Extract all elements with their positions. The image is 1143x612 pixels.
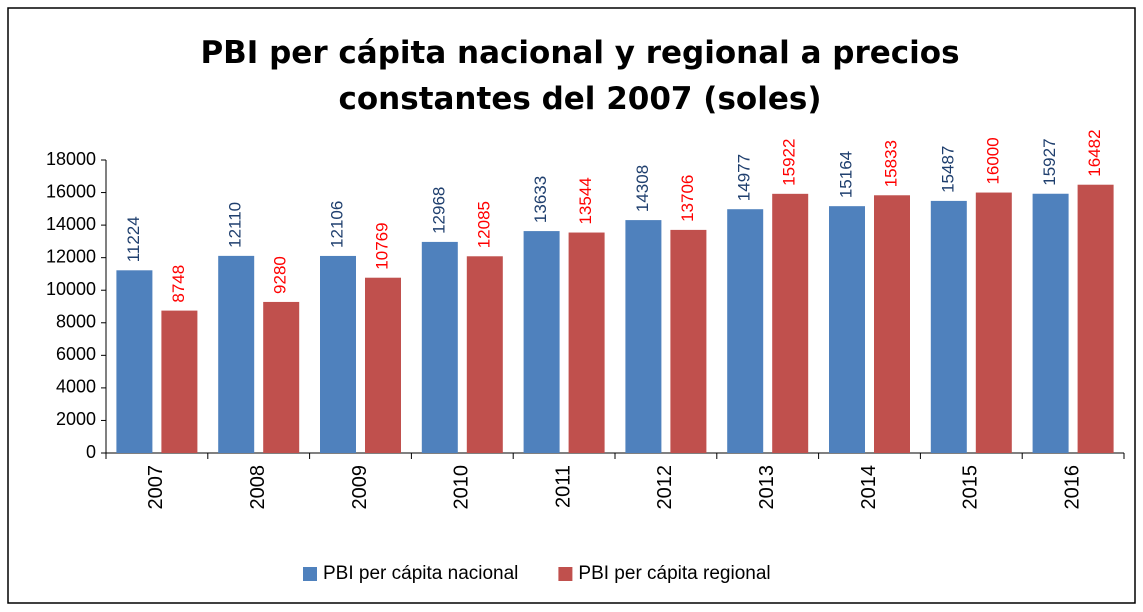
bar	[365, 277, 401, 453]
value-label: 13544	[576, 177, 595, 224]
value-label: 11224	[124, 216, 143, 262]
bar	[116, 270, 153, 453]
value-label: 13706	[678, 175, 697, 222]
value-label: 15922	[780, 139, 799, 186]
value-label: 9280	[271, 256, 290, 294]
bar	[161, 310, 198, 453]
y-tick-label: 2000	[56, 409, 96, 429]
y-tick-label: 14000	[46, 214, 96, 234]
value-label: 15164	[836, 151, 855, 198]
bar	[727, 209, 764, 453]
x-tick-label: 2011	[552, 465, 574, 508]
y-tick-label: 12000	[46, 246, 96, 266]
bar	[670, 229, 707, 453]
bar	[523, 231, 560, 453]
bar	[263, 301, 300, 453]
value-label: 14977	[735, 154, 754, 201]
value-label: 15487	[938, 146, 957, 193]
legend-label: PBI per cápita regional	[578, 563, 770, 584]
value-label: 15833	[881, 140, 900, 187]
bar	[568, 232, 605, 453]
bar	[218, 255, 255, 453]
value-label: 12085	[474, 201, 493, 248]
bar	[421, 241, 458, 453]
chart-title: PBI per cápita nacional y regional a pre…	[200, 35, 960, 117]
bar	[975, 192, 1012, 454]
y-tick-label: 4000	[56, 377, 96, 397]
legend-label: PBI per cápita nacional	[323, 563, 518, 584]
value-label: 16482	[1085, 129, 1104, 176]
y-tick-label: 8000	[56, 312, 96, 332]
value-label: 12110	[226, 202, 245, 248]
legend-swatch	[303, 567, 317, 581]
y-tick-label: 18000	[46, 149, 96, 169]
y-tick-label: 6000	[56, 344, 96, 364]
x-tick-label: 2013	[756, 465, 778, 510]
y-tick-label: 16000	[46, 181, 96, 201]
bar	[874, 195, 910, 454]
value-label: 10769	[372, 222, 391, 269]
x-tick-label: 2015	[960, 465, 982, 510]
x-tick-label: 2007	[145, 465, 167, 510]
value-label: 16000	[983, 137, 1002, 184]
value-label: 15927	[1040, 138, 1059, 185]
bar	[930, 200, 967, 453]
bar	[772, 193, 809, 453]
bar	[829, 206, 865, 453]
bar	[466, 256, 503, 453]
value-label: 14308	[633, 165, 652, 212]
bar	[1077, 184, 1114, 454]
value-label: 13633	[531, 176, 550, 223]
x-tick-label: 2010	[451, 465, 473, 510]
y-tick-label: 10000	[46, 279, 96, 299]
x-tick-label: 2012	[654, 465, 676, 510]
value-label: 12968	[429, 187, 448, 234]
x-tick-label: 2008	[247, 465, 269, 510]
x-tick-label: 2009	[349, 465, 371, 510]
bar	[320, 255, 356, 453]
legend-swatch	[558, 567, 573, 581]
value-label: 12106	[327, 201, 346, 248]
y-tick-label: 0	[86, 442, 96, 462]
value-label: 8748	[169, 265, 188, 303]
x-tick-label: 2016	[1061, 465, 1083, 510]
bar	[625, 220, 662, 453]
bar	[1032, 193, 1069, 453]
x-tick-label: 2014	[858, 465, 880, 510]
